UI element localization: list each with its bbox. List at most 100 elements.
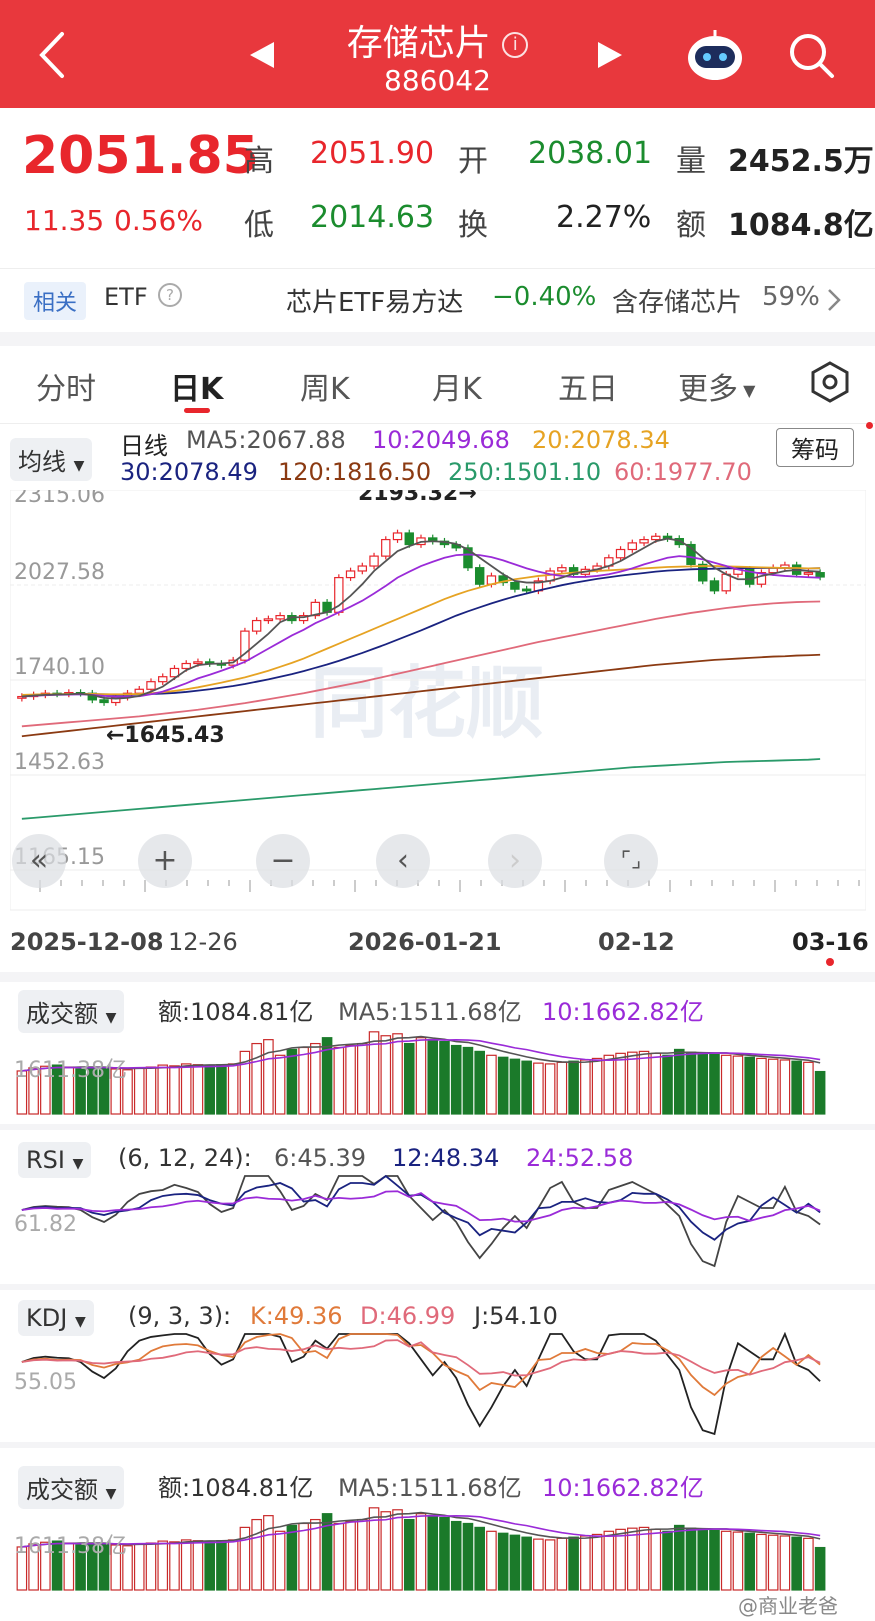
volume-label: 量 <box>676 144 706 179</box>
ma5-value: MA5:2067.88 <box>186 426 346 454</box>
ma20-value: 20:2078.34 <box>532 426 670 454</box>
next-stock-icon[interactable] <box>594 40 624 70</box>
candlestick <box>275 614 285 620</box>
volume-bar <box>16 1546 28 1591</box>
rewind-button[interactable]: « <box>12 834 66 888</box>
volume-bar <box>216 1064 227 1115</box>
candlestick <box>510 581 520 590</box>
tab-more[interactable]: 更多 ▼ <box>678 364 755 408</box>
volume-bar <box>474 1050 485 1115</box>
related-etf-bar[interactable]: 相关 ETF ? 芯片ETF易方达 −0.40% 含存储芯片 59% <box>0 268 875 332</box>
volume-bar <box>580 1535 591 1591</box>
tab-weekly-k[interactable]: 周K <box>300 372 350 407</box>
volume-bar <box>497 1532 509 1591</box>
volume-bar <box>227 1539 239 1591</box>
candlestick <box>627 542 638 551</box>
rsi-dropdown[interactable]: RSI ▼ <box>18 1142 92 1178</box>
volume-bar <box>650 1052 662 1115</box>
volume-ma5: MA5:1511.68亿 <box>338 998 522 1026</box>
volume-bar <box>486 1530 497 1591</box>
rsi-y-label: 61.82 <box>14 1212 77 1237</box>
candlestick <box>557 567 567 572</box>
kdj-chart[interactable] <box>10 1332 866 1436</box>
search-icon[interactable] <box>788 32 836 80</box>
ma120-value: 120:1816.50 <box>278 458 432 486</box>
kline-period: 日线 <box>120 432 168 460</box>
kdj-line-2 <box>21 1339 821 1377</box>
related-tag: 相关 <box>24 282 87 320</box>
volume-bar <box>486 1054 497 1115</box>
volume-dropdown[interactable]: 成交额 ▼ <box>18 990 125 1033</box>
rsi-chart[interactable] <box>10 1174 866 1278</box>
volume-dropdown-2[interactable]: 成交额 ▼ <box>18 1466 125 1509</box>
volume-bar <box>263 1039 274 1115</box>
volume-bar <box>427 1515 439 1591</box>
zoom-out-button[interactable]: − <box>256 834 310 888</box>
prev-button[interactable]: ‹ <box>376 834 430 888</box>
ma-dropdown[interactable]: 均线 ▼ <box>10 438 93 481</box>
etf-holding: 含存储芯片 <box>612 288 743 318</box>
candlestick <box>345 570 356 579</box>
tab-five-day[interactable]: 五日 <box>558 372 618 407</box>
back-arrow-icon[interactable] <box>34 30 70 80</box>
volume-bar <box>204 1540 215 1591</box>
x-label-2: 12-26 <box>168 928 238 956</box>
open-label: 开 <box>458 144 488 179</box>
volume-bar <box>216 1540 227 1591</box>
candlestick <box>709 580 720 592</box>
candlestick <box>744 568 755 585</box>
y-tick-label: 1740.10 <box>14 655 105 680</box>
volume-bar <box>509 1534 521 1591</box>
volume-bar <box>580 1059 591 1115</box>
volume-bar <box>791 1536 802 1591</box>
next-button[interactable]: › <box>488 834 542 888</box>
candlestick <box>381 538 391 557</box>
volume-bar <box>28 1067 39 1115</box>
kdj-dropdown[interactable]: KDJ ▼ <box>18 1300 94 1336</box>
volume-bar <box>791 1060 802 1115</box>
volume-bar <box>474 1526 485 1591</box>
volume-chart-1[interactable] <box>10 1024 866 1120</box>
candlestick <box>263 618 274 622</box>
tab-daily-k[interactable]: 日K <box>170 372 224 407</box>
zoom-in-button[interactable]: + <box>138 834 192 888</box>
robot-assistant-icon[interactable] <box>686 28 744 82</box>
watermark-text: 同花顺 <box>310 659 544 749</box>
volume-chart-2[interactable] <box>10 1500 866 1596</box>
header-bar: 存储芯片 i 886042 <box>0 0 875 108</box>
fullscreen-button[interactable]: ⌜⌟ <box>604 834 658 888</box>
info-icon[interactable]: i <box>502 32 529 58</box>
volume-bar <box>650 1528 662 1591</box>
tab-intraday[interactable]: 分时 <box>36 372 96 407</box>
rsi-12: 12:48.34 <box>392 1144 500 1172</box>
volume-ma10-line <box>21 1514 821 1548</box>
volume-bar <box>544 1063 556 1115</box>
ma60-line <box>21 600 821 728</box>
chevron-right-icon <box>828 289 841 311</box>
volume-ma10: 10:1662.82亿 <box>542 998 704 1026</box>
volume-bar <box>415 1513 427 1591</box>
volume-bar <box>110 1544 122 1591</box>
chip-distribution-button[interactable]: 筹码 <box>776 428 854 467</box>
candlestick <box>721 573 731 592</box>
turnover-label: 换 <box>458 208 488 243</box>
volume-bar <box>662 1530 673 1591</box>
tab-monthly-k[interactable]: 月K <box>432 372 482 407</box>
prev-stock-icon[interactable] <box>248 40 278 70</box>
candlestick <box>181 662 191 670</box>
caret-down-icon: ▼ <box>72 1156 84 1172</box>
volume-bar <box>685 1051 697 1115</box>
help-icon[interactable]: ? <box>158 283 182 307</box>
candlestick <box>392 532 403 541</box>
settings-hexagon-icon[interactable] <box>808 360 852 404</box>
active-tab-indicator <box>184 408 210 413</box>
volume-bar <box>439 1041 450 1115</box>
volume-ma5-2: MA5:1511.68亿 <box>338 1474 522 1502</box>
y-tick-label: 1452.63 <box>14 750 105 775</box>
kline-chart[interactable]: 同花顺 2315.062027.581740.101452.631165.152… <box>10 490 866 960</box>
volume-bar <box>509 1058 521 1115</box>
caret-down-icon: ▼ <box>74 1314 86 1330</box>
volume-y-label-2: 1611.38亿 <box>14 1534 127 1559</box>
volume-bar <box>16 1070 28 1115</box>
candlestick <box>146 681 156 690</box>
